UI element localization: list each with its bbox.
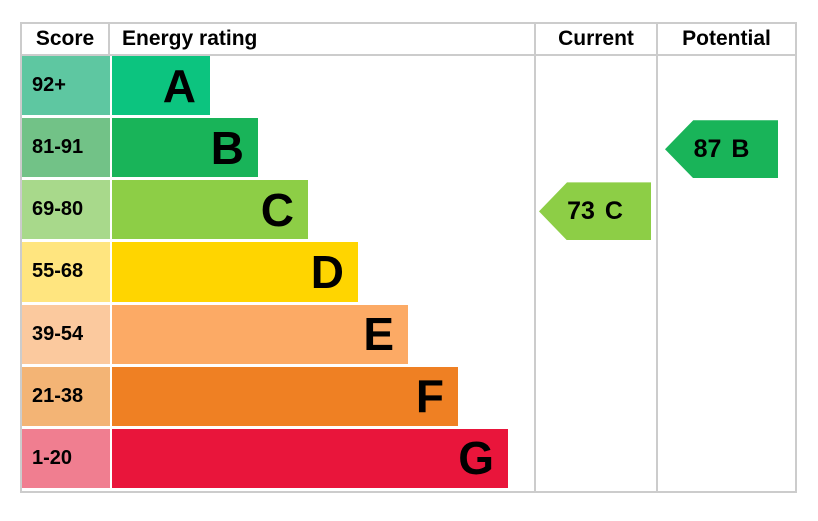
current-rating-arrow: 73 C — [539, 182, 651, 241]
rating-bar: C — [112, 180, 308, 240]
table-header: Score Energy rating Current Potential — [22, 24, 795, 56]
epc-band-row: 92+ A — [22, 56, 795, 119]
header-potential: Potential — [656, 24, 795, 54]
epc-band-row: 55-68 D — [22, 242, 795, 305]
potential-rating-arrow-letter: B — [731, 134, 750, 163]
rating-letter: D — [310, 245, 344, 298]
epc-table: Score Energy rating Current Potential 92… — [20, 22, 797, 493]
score-range-cell: 55-68 — [22, 242, 110, 305]
epc-band-row: 81-91 B 87 B — [22, 118, 795, 181]
rating-bar: D — [112, 242, 358, 302]
score-range-label: 81-91 — [32, 136, 84, 159]
current-cell — [534, 366, 656, 429]
rating-letter: G — [458, 432, 494, 485]
rating-bar-cell: F — [110, 366, 534, 429]
rating-bar-cell: A — [110, 56, 534, 118]
epc-band-row: 39-54 E — [22, 304, 795, 367]
score-range-label: 55-68 — [32, 260, 84, 283]
score-range-label: 21-38 — [32, 384, 84, 407]
potential-rating-arrow-value: 87 — [693, 134, 722, 163]
potential-cell — [656, 304, 795, 367]
header-energy-rating: Energy rating — [110, 24, 534, 54]
table-body: 92+ A 81-91 B 87 B 69-80 C 73 C — [22, 56, 795, 491]
rating-bar: E — [112, 304, 408, 364]
rating-letter: A — [162, 59, 196, 112]
potential-cell — [656, 180, 795, 243]
current-cell — [534, 304, 656, 367]
epc-band-row: 1-20 G — [22, 428, 795, 491]
current-cell — [534, 428, 656, 491]
score-range-label: 1-20 — [32, 446, 73, 469]
header-current-label: Current — [558, 27, 634, 50]
epc-band-row: 69-80 C 73 C — [22, 180, 795, 243]
current-cell — [534, 118, 656, 181]
potential-rating-arrow: 87 B — [665, 120, 778, 179]
current-cell — [534, 56, 656, 119]
header-score: Score — [22, 24, 110, 54]
rating-letter: B — [210, 121, 244, 174]
rating-letter: C — [260, 183, 294, 236]
current-rating-arrow-letter: C — [604, 196, 623, 225]
score-range-cell: 39-54 — [22, 304, 110, 367]
potential-cell — [656, 56, 795, 119]
current-cell: 73 C — [534, 180, 656, 243]
current-rating-arrow-value: 73 — [567, 196, 595, 225]
score-range-label: 69-80 — [32, 198, 84, 221]
potential-cell — [656, 366, 795, 429]
epc-band-row: 21-38 F — [22, 366, 795, 429]
potential-cell: 87 B — [656, 118, 795, 181]
rating-letter: F — [415, 370, 444, 423]
rating-bar-cell: D — [110, 242, 534, 304]
potential-cell — [656, 242, 795, 305]
score-range-cell: 92+ — [22, 56, 110, 119]
score-range-label: 92+ — [32, 74, 66, 97]
score-range-label: 39-54 — [32, 322, 84, 345]
rating-bar-cell: E — [110, 304, 534, 367]
header-potential-label: Potential — [682, 27, 771, 50]
rating-bar-cell: G — [110, 428, 534, 491]
rating-bar: F — [112, 366, 458, 426]
score-range-cell: 1-20 — [22, 428, 110, 491]
score-range-cell: 21-38 — [22, 366, 110, 429]
score-range-cell: 69-80 — [22, 180, 110, 243]
current-cell — [534, 242, 656, 305]
header-energy-rating-label: Energy rating — [122, 27, 258, 50]
rating-bar: G — [112, 428, 508, 488]
rating-bar: B — [112, 118, 258, 178]
score-range-cell: 81-91 — [22, 118, 110, 181]
rating-bar-cell: C — [110, 180, 534, 242]
rating-letter: E — [363, 308, 394, 361]
rating-bar: A — [112, 56, 210, 116]
potential-cell — [656, 428, 795, 491]
header-score-label: Score — [35, 27, 95, 50]
rating-bar-cell: B — [110, 118, 534, 180]
header-current: Current — [534, 24, 656, 54]
